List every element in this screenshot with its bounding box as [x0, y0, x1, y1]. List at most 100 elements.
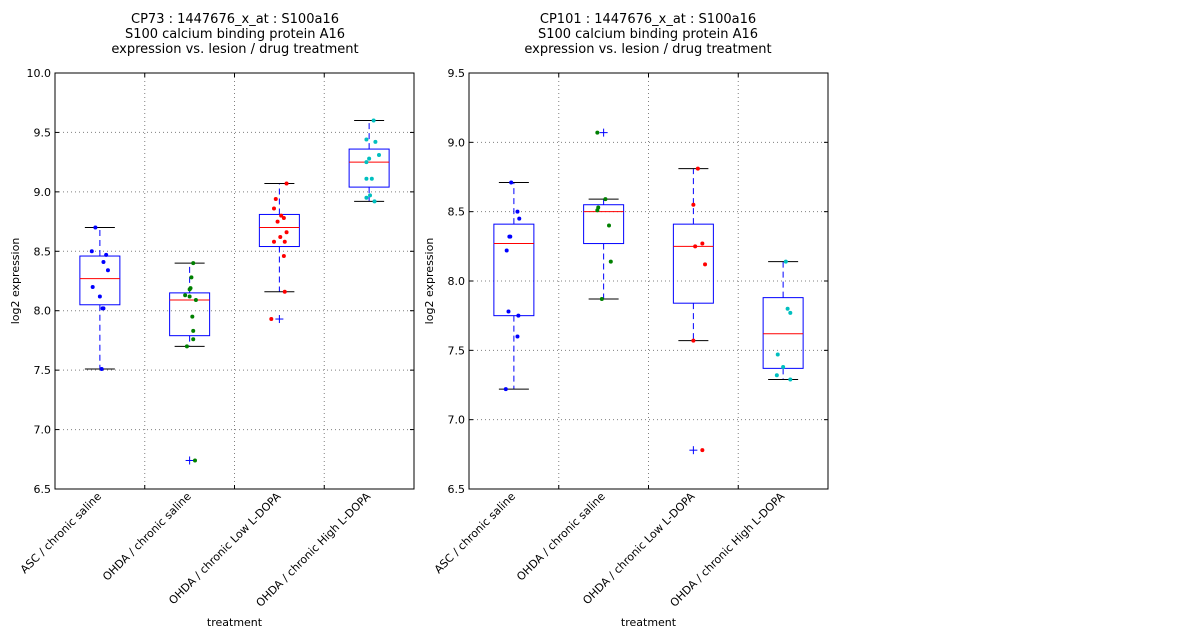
box-iqr — [348, 148, 390, 188]
data-point — [369, 176, 374, 181]
box-group — [493, 182, 535, 390]
y-axis-label: log2 expression — [9, 238, 22, 325]
data-point — [269, 317, 274, 322]
data-point — [364, 176, 369, 181]
box-iqr — [583, 204, 625, 245]
data-point — [279, 213, 284, 218]
data-point — [785, 306, 790, 311]
data-point — [282, 289, 287, 294]
x-category-label: ASC / chronic saline — [432, 490, 518, 576]
data-point — [184, 344, 189, 349]
plot-frame — [54, 72, 415, 490]
box-iqr — [762, 297, 804, 369]
data-point — [89, 249, 94, 254]
data-point — [700, 241, 705, 246]
data-point — [105, 268, 110, 273]
y-tick-label: 7.0 — [448, 414, 466, 427]
data-point — [367, 156, 372, 161]
data-point — [284, 181, 289, 186]
box-group — [762, 261, 804, 380]
data-point — [703, 262, 708, 267]
data-point — [271, 239, 276, 244]
y-tick-label: 8.5 — [448, 206, 466, 219]
data-point — [99, 366, 104, 371]
data-point — [281, 216, 286, 221]
box-group — [169, 262, 211, 465]
chart-title-line: S100 calcium binding protein A16 — [125, 27, 345, 42]
y-tick-label: 7.5 — [34, 364, 52, 377]
data-point — [603, 197, 608, 202]
data-point — [101, 259, 106, 264]
y-tick-label: 8.0 — [448, 275, 466, 288]
data-point — [503, 387, 508, 392]
box-iqr — [258, 213, 300, 248]
box-iqr — [672, 223, 714, 304]
chart-title-line: expression vs. lesion / drug treatment — [111, 42, 358, 57]
data-point — [189, 275, 194, 280]
data-point — [595, 130, 600, 135]
data-point — [788, 310, 793, 315]
data-point — [373, 139, 378, 144]
data-point — [191, 337, 196, 342]
data-point — [284, 230, 289, 235]
data-point — [282, 239, 287, 244]
data-point — [183, 293, 188, 298]
y-tick-label: 7.5 — [448, 344, 466, 357]
data-point — [100, 306, 105, 311]
chart-title-line: CP101 : 1447676_x_at : S100a16 — [540, 12, 756, 27]
data-point — [693, 244, 698, 249]
x-category-label: OHDA / chronic saline — [514, 490, 608, 584]
y-tick-label: 6.5 — [448, 483, 466, 496]
y-tick-label: 10.0 — [27, 67, 52, 80]
data-point — [691, 202, 696, 207]
data-point — [187, 294, 192, 299]
y-tick-label: 6.5 — [34, 483, 52, 496]
data-point — [90, 284, 95, 289]
data-point — [278, 235, 283, 240]
data-point — [273, 196, 278, 201]
x-axis-label: treatment — [207, 616, 263, 629]
data-point — [93, 225, 98, 230]
data-point — [191, 261, 196, 266]
data-point — [783, 259, 788, 264]
data-point — [504, 248, 509, 253]
data-point — [193, 458, 198, 463]
box-iqr — [169, 292, 211, 337]
data-point — [607, 223, 612, 228]
data-point — [371, 118, 376, 123]
chart-title-line: S100 calcium binding protein A16 — [538, 27, 758, 42]
data-point — [516, 313, 521, 318]
chart-title-line: expression vs. lesion / drug treatment — [524, 42, 771, 57]
data-point — [364, 160, 369, 165]
y-tick-label: 8.5 — [34, 245, 52, 258]
data-point — [372, 199, 377, 204]
data-point — [187, 287, 192, 292]
data-point — [788, 377, 793, 382]
data-point — [515, 334, 520, 339]
data-point — [517, 216, 522, 221]
data-point — [695, 166, 700, 171]
y-tick-label: 9.5 — [34, 126, 52, 139]
data-point — [774, 373, 779, 378]
box-group — [672, 168, 714, 455]
data-point — [700, 448, 705, 453]
y-tick-label: 9.5 — [448, 67, 466, 80]
box-group — [583, 128, 625, 300]
data-point — [97, 294, 102, 299]
x-category-label: OHDA / chronic saline — [100, 490, 194, 584]
box-group — [258, 183, 300, 324]
data-point — [191, 328, 196, 333]
chart-title-line: CP73 : 1447676_x_at : S100a16 — [131, 12, 339, 27]
data-point — [376, 153, 381, 158]
data-point — [691, 338, 696, 343]
y-tick-label: 7.0 — [34, 424, 52, 437]
data-point — [515, 209, 520, 214]
data-point — [364, 137, 369, 142]
data-point — [507, 234, 512, 239]
data-point — [595, 208, 600, 213]
box-iqr — [493, 223, 535, 317]
data-point — [104, 252, 109, 257]
box-iqr — [79, 255, 121, 306]
